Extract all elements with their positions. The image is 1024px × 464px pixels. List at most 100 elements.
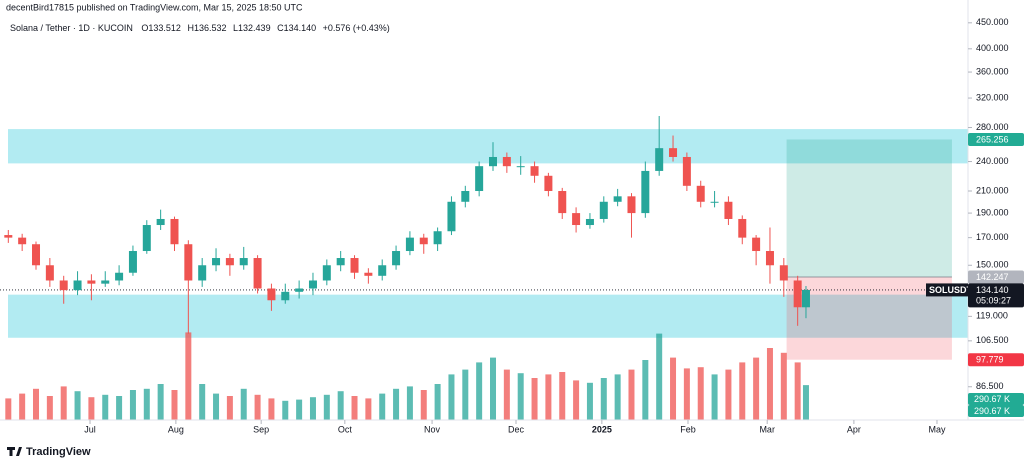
y-tick-label: 280.000 [976,122,1009,132]
y-tick-label: 170.000 [976,232,1009,242]
volume-bar [739,362,746,420]
volume-bar [753,357,760,420]
x-tick-label: Sep [253,424,269,434]
volume-bar [157,384,164,420]
price-label: 97.779 [976,355,1004,365]
candle-body [59,280,68,291]
candle-body [253,258,262,289]
candle-body [738,218,747,238]
volume-bar [517,373,524,420]
candle-body [281,291,290,301]
volume-bar [656,333,663,420]
volume-bar [296,399,303,420]
price-label: 142.247 [976,272,1009,282]
y-tick-label: 240.000 [976,156,1009,166]
volume-bar [462,369,469,420]
x-tick-label: Oct [338,424,353,434]
y-tick-label: 119.000 [976,311,1008,321]
volume-label: 290.67 K [974,406,1010,416]
last-price-label: 134.140 [976,285,1009,295]
volume-bar [116,396,123,420]
candle-body [239,258,248,266]
volume-bar [711,374,718,420]
candle-body [392,251,401,266]
y-tick-label: 106.500 [976,335,1009,345]
candle-body [801,289,810,308]
volume-bar [802,385,809,420]
volume-bar [406,386,413,420]
x-tick-label: Nov [424,424,441,434]
x-tick-label: Aug [168,424,184,434]
candle-body [364,272,373,276]
candle-body [461,191,470,202]
x-tick-label: Feb [680,424,696,434]
candle-body [4,235,13,238]
legend-change: +0.576 (+0.43%) [323,23,390,33]
candle-body [613,196,622,202]
volume-bar [614,374,621,420]
candle-body [156,218,165,226]
volume-bar [766,348,773,420]
y-tick-label: 320.000 [976,92,1009,102]
candle-body [101,280,110,284]
volume-bar [143,388,150,420]
legend-high: H136.532 [187,23,226,33]
logo: TradingView [7,446,91,458]
price-label-box [968,270,1024,284]
y-tick-label: 210.000 [976,185,1009,195]
volume-bar [337,391,344,420]
volume-bar [559,372,566,420]
volume-bar [88,397,95,420]
volume-bar [586,382,593,420]
symbol-title: Solana / Tether · 1D · KUCOIN [10,23,133,33]
legend-open: O133.512 [141,23,181,33]
x-tick-label: 2025 [592,424,612,434]
volume-bar [33,388,40,420]
volume-bar [309,397,316,420]
volume-bar [129,390,136,420]
axis-labels: 450.000 400.000 360.000 320.000 280.000 240.0… [84,17,1024,434]
y-tick-label: 86.500 [976,381,1004,391]
candle-body [765,251,774,266]
candle-body [32,244,41,266]
candle-body [87,280,96,284]
countdown-label: 05:09:27 [976,295,1011,305]
volume-bar [725,369,732,420]
candle-body [489,156,498,167]
candle-body [530,166,539,176]
volume-bar [268,398,275,420]
publisher: decentBird17815 published on TradingView… [6,2,303,12]
candle-body [433,231,442,245]
volume-bar [531,378,538,420]
volume-bar [600,378,607,420]
y-tick-label: 450.000 [976,17,1009,27]
candle-body [752,237,761,252]
candle-body [627,196,636,214]
volume-bar [642,360,649,420]
candle-body [378,265,387,276]
candle-body [128,251,137,273]
y-tick-label: 190.000 [976,207,1009,217]
candle-body [295,288,304,292]
price-label-box [968,353,1024,367]
y-tick-label: 150.000 [976,260,1009,270]
x-tick-label: May [928,424,946,434]
symbol-box [926,283,968,297]
candle-body [779,265,788,281]
volume-bar [794,362,801,420]
x-tick-label: Jul [84,424,96,434]
zone [8,129,968,164]
candle-body [572,213,581,226]
target-box [786,139,952,277]
volume-bar [503,369,510,420]
candle-body [115,272,124,281]
candle-body [682,156,691,186]
candle-body [225,258,234,266]
x-tick-label: Dec [508,424,525,434]
candle-body [267,288,276,301]
volume-bar [434,384,441,420]
candle-body [793,280,802,308]
candle-body [142,225,151,252]
volume-bar [185,332,192,420]
